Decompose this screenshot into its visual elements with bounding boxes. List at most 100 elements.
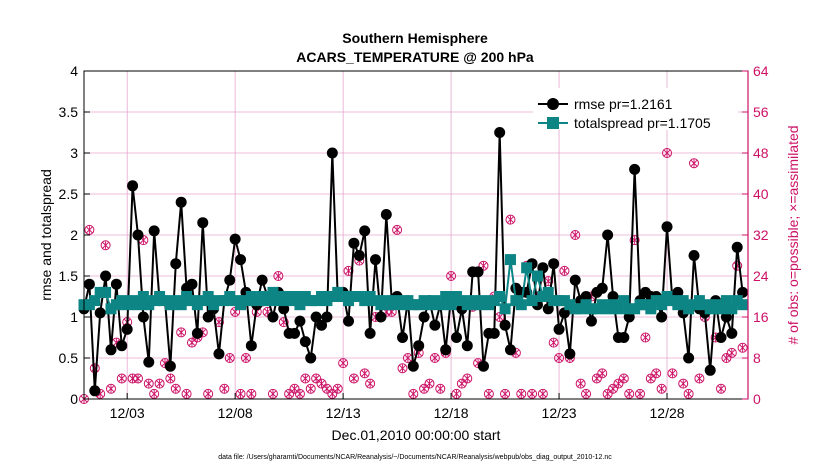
spread-point (677, 295, 689, 307)
spread-point (612, 303, 624, 315)
rmse-point (596, 282, 608, 294)
obs-possible-marker (149, 388, 160, 399)
rmse-point (585, 315, 597, 327)
spread-point (504, 254, 516, 266)
rmse-point (294, 315, 306, 327)
obs-possible-marker (246, 388, 257, 399)
rmse-point (731, 241, 743, 253)
legend-rmse-marker (547, 98, 559, 110)
y-tick-label-right: 48 (753, 145, 769, 161)
obs-assimilated-marker (426, 379, 433, 388)
rmse-series (78, 127, 749, 397)
obs-assimilated-marker (463, 374, 471, 383)
obs-possible-marker (132, 373, 143, 384)
rmse-point (202, 311, 214, 323)
obs-possible-marker (154, 378, 165, 389)
obs-possible-marker (294, 388, 305, 399)
legend: rmse pr=1.2161 totalspread pr=1.1705 (533, 88, 738, 131)
obs-assimilated-marker (102, 241, 109, 250)
rmse-point (267, 311, 279, 323)
obs-possible-marker (311, 373, 322, 384)
obs-possible-marker (289, 383, 300, 394)
obs-possible-marker (321, 383, 332, 394)
rmse-point (127, 180, 139, 192)
obs-possible-marker (570, 230, 581, 240)
obs-possible-marker (348, 373, 359, 384)
rmse-point (224, 274, 236, 286)
x-tick-label: 12/08 (218, 405, 253, 421)
legend-spread-label: totalspread pr=1.1705 (574, 115, 711, 131)
obs-assimilated-marker (167, 374, 174, 383)
obs-possible-marker (300, 373, 311, 384)
obs-assimilated-marker (150, 389, 158, 398)
obs-possible-marker (284, 388, 295, 399)
rmse-point (121, 323, 133, 335)
rmse-point (289, 327, 301, 339)
rmse-point (364, 327, 376, 339)
obs-assimilated-marker (339, 359, 347, 368)
obs-assimilated-marker (134, 374, 142, 383)
rmse-point (110, 278, 122, 290)
spread-point (494, 291, 506, 302)
chart-title: Southern Hemisphere (342, 30, 488, 46)
spread-point (267, 286, 279, 298)
y-tick-label-right: 8 (753, 350, 761, 366)
rmse-point (229, 233, 241, 245)
obs-assimilated-marker (172, 384, 180, 393)
obs-assimilated-marker (669, 369, 676, 378)
obs-assimilated-marker (237, 389, 244, 398)
obs-possible-marker (624, 388, 635, 399)
rmse-point (553, 323, 565, 335)
obs-possible-marker (537, 388, 548, 399)
y-tick-label-left: 0 (70, 391, 78, 407)
spread-point (434, 299, 446, 311)
rmse-point (326, 147, 338, 159)
spread-point (137, 291, 149, 302)
rmse-point (343, 315, 355, 327)
obs-assimilated-marker (302, 374, 309, 383)
rmse-point (359, 225, 371, 237)
obs-possible-marker (505, 214, 516, 225)
spread-point (737, 299, 749, 311)
obs-possible-marker (359, 368, 370, 379)
obs-assimilated-marker (496, 313, 503, 321)
rmse-point (175, 196, 187, 208)
legend-spread-marker (547, 117, 559, 129)
spread-series (78, 254, 749, 315)
obs-possible-marker (435, 383, 446, 394)
obs-assimilated-marker (129, 374, 136, 383)
obs-possible-marker (143, 378, 154, 389)
obs-assimilated-marker (404, 354, 412, 362)
rmse-point (488, 327, 500, 339)
y-tick-label-left: 3.5 (59, 104, 79, 120)
obs-possible-marker (478, 260, 489, 271)
spread-point (526, 295, 538, 307)
rmse-point (132, 229, 144, 241)
obs-possible-marker (716, 383, 727, 394)
obs-assimilated-marker (544, 277, 552, 286)
y-tick-label-right: 24 (753, 268, 769, 284)
rmse-point (89, 385, 101, 397)
obs-assimilated-marker (507, 215, 514, 224)
rmse-point (316, 319, 328, 331)
rmse-point (704, 364, 716, 376)
spread-point (445, 299, 457, 311)
obs-possible-marker (559, 265, 570, 276)
spread-point (618, 295, 630, 307)
obs-possible-marker (635, 388, 646, 399)
footnote: data file: /Users/gharamti/Documents/NCA… (218, 454, 612, 461)
obs-assimilated-marker (663, 149, 671, 157)
obs-possible-marker (500, 388, 511, 399)
obs-assimilated-marker (598, 369, 606, 378)
rmse-point (418, 311, 430, 323)
obs-possible-marker (618, 373, 629, 384)
obs-assimilated-marker (717, 384, 725, 393)
y-tick-label-right: 32 (753, 227, 769, 243)
obs-assimilated-marker (409, 389, 417, 398)
obs-assimilated-marker (350, 374, 358, 383)
rmse-point (450, 332, 462, 343)
obs-assimilated-marker (739, 343, 746, 352)
spread-point (515, 299, 527, 311)
obs-possible-marker (203, 388, 214, 399)
rmse-point (370, 254, 382, 266)
